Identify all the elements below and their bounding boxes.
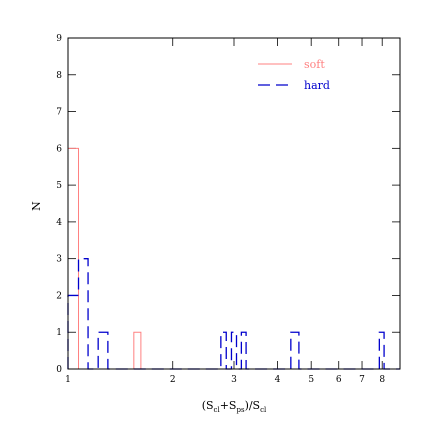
x-axis-label-sub: ps (236, 406, 244, 414)
x-tick-label: 4 (275, 375, 281, 385)
x-tick-label: 6 (336, 375, 342, 385)
y-tick-label: 6 (56, 144, 62, 154)
y-tick-label: 8 (56, 71, 62, 81)
y-tick-label: 5 (56, 181, 62, 191)
y-tick-label: 4 (56, 218, 62, 228)
legend: soft hard (258, 58, 330, 92)
y-tick-label: 7 (56, 108, 62, 118)
y-tick-label: 0 (56, 365, 62, 375)
x-tick-label: 8 (379, 375, 385, 385)
x-axis-label-sub: cl (214, 406, 221, 414)
y-tick-label: 2 (56, 291, 62, 301)
x-tick-label: 7 (359, 375, 365, 385)
y-axis-label: N (30, 201, 43, 211)
x-axis-label-sub: cl (260, 406, 267, 414)
legend-soft-label: soft (304, 58, 325, 71)
axis-ticks (67, 37, 400, 370)
x-axis-label: (Scl+Sps)/Scl (202, 399, 267, 414)
y-tick-label: 3 (56, 255, 62, 265)
plot-frame (67, 37, 401, 370)
x-tick-label: 2 (170, 375, 176, 385)
x-tick-label: 5 (308, 375, 314, 385)
y-tick-label: 1 (56, 328, 62, 338)
x-axis-label-part: (S (202, 399, 214, 412)
x-axis-label-part: +S (220, 399, 237, 412)
x-tick-label: 1 (65, 375, 71, 385)
x-tick-label: 3 (231, 375, 237, 385)
legend-hard-label: hard (304, 79, 330, 92)
series-soft-histogram (67, 147, 400, 370)
x-axis-label-part: )/S (245, 399, 261, 412)
series-layer (67, 147, 400, 370)
series-hard-histogram (67, 258, 400, 370)
y-tick-label: 9 (56, 34, 62, 44)
